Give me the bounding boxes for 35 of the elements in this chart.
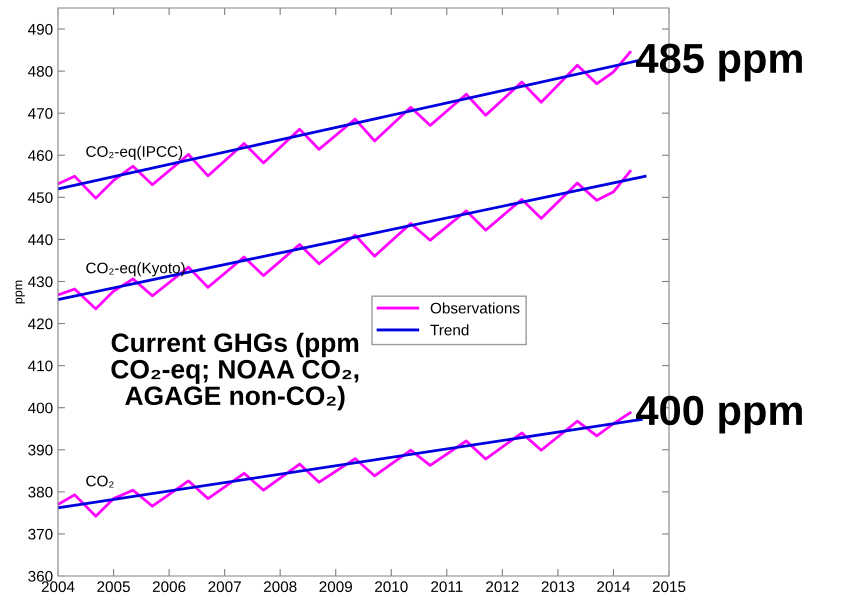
- x-tick-label: 2015: [652, 581, 686, 592]
- x-tick-label: 2004: [42, 581, 75, 592]
- y-tick-label: 450: [28, 192, 53, 204]
- x-tick-label: 2011: [431, 581, 463, 592]
- y-tick-label: 410: [28, 360, 53, 372]
- y-axis-title: ppm: [16, 280, 25, 304]
- x-tick-label: 2009: [320, 581, 352, 592]
- y-tick-label: 460: [28, 150, 53, 161]
- y-tick-label: 490: [28, 24, 53, 35]
- x-tick-label: 2012: [486, 581, 519, 592]
- x-tick-label: 2008: [264, 581, 297, 592]
- annotation: CO₂-eq(IPCC): [86, 146, 182, 160]
- annotation: 485 ppm: [636, 44, 802, 82]
- x-tick-label: 2014: [597, 581, 630, 592]
- y-tick-label: 470: [28, 108, 53, 119]
- annotation: 400 ppm: [636, 396, 802, 434]
- annotation: Current GHGs (ppm CO₂-eq; NOAA CO₂, AGAGE non-CO₂): [111, 332, 358, 410]
- x-tick-label: 2006: [152, 581, 186, 592]
- y-tick-label: 390: [28, 444, 53, 456]
- y-tick-label: 380: [28, 486, 53, 498]
- y-tick-label: 440: [28, 234, 53, 246]
- y-tick-label: 430: [28, 276, 53, 288]
- annotation: CO₂-eq(Kyoto): [86, 262, 185, 276]
- x-tick-label: 2005: [97, 581, 130, 592]
- y-tick-label: 420: [28, 318, 53, 330]
- x-tick-label: 2007: [208, 581, 241, 592]
- legend-label: Trend: [430, 324, 468, 336]
- y-tick-label: 370: [28, 528, 53, 540]
- x-tick-label: 2013: [542, 581, 574, 592]
- x-tick-label: 2010: [375, 581, 408, 592]
- annotation: CO₂: [86, 476, 114, 488]
- y-tick-label: 360: [28, 570, 53, 582]
- y-tick-label: 480: [28, 66, 53, 77]
- legend-label: Observations: [430, 302, 520, 314]
- y-tick-label: 400: [28, 402, 53, 414]
